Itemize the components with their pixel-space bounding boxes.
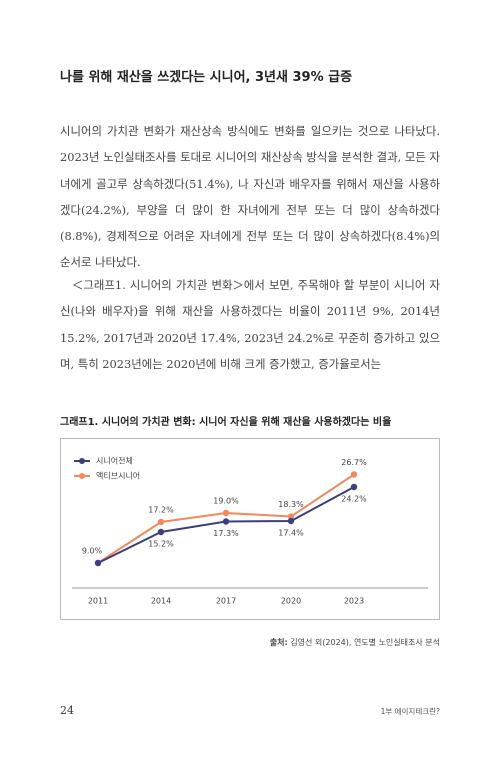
data-label: 26.7%	[341, 458, 367, 467]
legend-marker	[79, 473, 85, 479]
data-label: 18.3%	[278, 500, 304, 509]
data-label: 17.4%	[278, 529, 304, 538]
data-label: 17.2%	[148, 506, 174, 515]
x-tick-label: 2020	[281, 597, 301, 606]
chart-frame	[60, 438, 440, 620]
running-title: 1부 에이지테크란?	[380, 707, 440, 716]
data-label: 24.2%	[341, 495, 367, 504]
data-point	[94, 559, 102, 567]
data-point	[157, 518, 165, 526]
data-label: 17.3%	[213, 529, 239, 538]
data-point	[287, 517, 295, 525]
source-text: 김영선 외(2024), 연도별 노인실태조사 분석	[290, 638, 440, 647]
data-point	[350, 483, 358, 491]
data-point	[350, 471, 358, 478]
data-label: 19.0%	[213, 497, 239, 506]
x-tick-label: 2017	[216, 597, 236, 606]
legend-label: 시니어전체	[96, 456, 133, 466]
x-tick-label: 2014	[151, 597, 171, 606]
x-tick-label: 2023	[344, 597, 364, 606]
source-label: 출처:	[269, 638, 288, 647]
figure-caption: 그래프1. 시니어의 가치관 변화: 시니어 자신을 위해 재산을 사용하겠다는…	[60, 417, 392, 428]
data-label: 9.0%	[82, 547, 103, 556]
data-point	[287, 513, 295, 520]
data-point	[222, 509, 230, 517]
x-tick-label: 2011	[88, 597, 108, 606]
source: 출처: 김영선 외(2024), 연도별 노인실태조사 분석	[270, 637, 440, 648]
legend-marker	[79, 458, 85, 464]
section-heading: 나를 위해 재산을 쓰겠다는 시니어, 3년새 39% 급증	[60, 70, 353, 85]
data-label: 15.2%	[148, 540, 174, 549]
paragraph: ＜그래프1. 시니어의 가치관 변화＞에서 보면, 주목해야 할 부분이 시니어…	[60, 278, 440, 371]
data-point	[157, 528, 165, 536]
page-number: 24	[60, 704, 74, 717]
data-point	[222, 518, 230, 525]
paragraph: 시니어의 가치관 변화가 재산상속 방식에도 변화를 일으키는 것으로 나타났다…	[60, 124, 440, 270]
legend-label: 액티브시니어	[96, 471, 140, 481]
